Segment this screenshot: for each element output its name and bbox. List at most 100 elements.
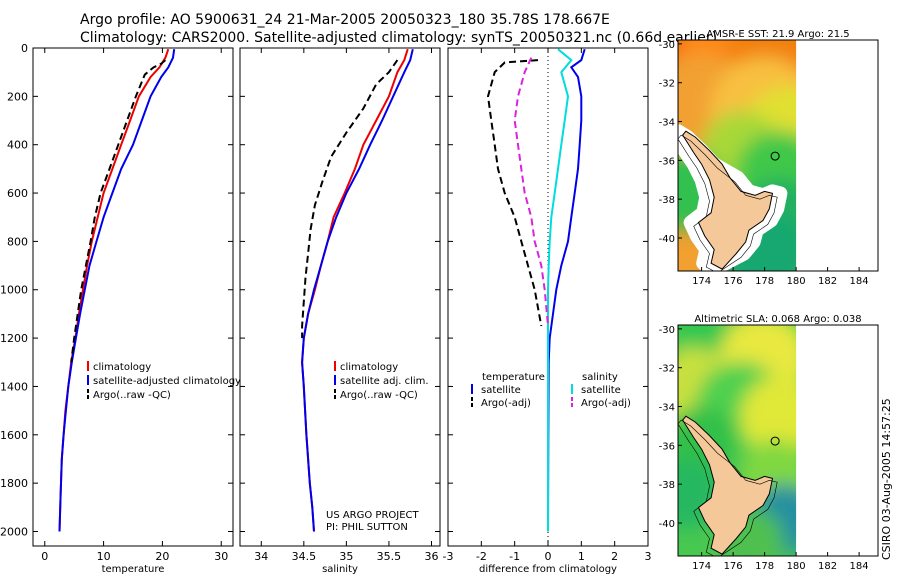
isobath	[678, 134, 778, 271]
land	[682, 415, 774, 555]
legend-entry: satellite adj. clim.	[340, 376, 429, 387]
y-tick-label: 600	[7, 187, 28, 200]
isobath	[678, 419, 778, 556]
title-line-2: Climatology: CARS2000. Satellite-adjuste…	[80, 30, 718, 46]
legend-entry: Argo(-adj)	[481, 398, 531, 409]
map-field	[678, 325, 878, 556]
x-tick-label: 176	[724, 561, 743, 572]
legend-entry: satellite	[481, 385, 521, 396]
sst-map: 174 176 178 180 182 184 -30 -32 -34 -36 -38 -40 AMSR…	[659, 29, 879, 287]
series-line-2	[70, 59, 167, 363]
no-data-region	[796, 325, 878, 556]
y-tick-label: -38	[659, 195, 675, 206]
y-tick-label: -34	[659, 118, 675, 129]
annotation: PI: PHIL SUTTON	[326, 522, 408, 533]
map-title: Altimetric SLA: 0.068 Argo: 0.038	[694, 314, 861, 325]
x-tick-label: 20	[155, 550, 169, 563]
y-tick-label: 1600	[0, 429, 28, 442]
argo-marker	[770, 436, 780, 446]
series-group	[58, 48, 176, 532]
series-line-0	[547, 48, 586, 532]
temperature-panel: 0 10 20 30 0 200 400 600 800 1000 1200 1400 1600 1800…	[0, 42, 241, 575]
x-tick-label: 30	[214, 550, 228, 563]
argo-marker	[770, 151, 780, 161]
difference-panel: -3 -2 -1 0 1 2 3 difference from climatology tem…	[443, 47, 652, 575]
y-tick-label: -40	[659, 519, 675, 530]
x-tick-label: 174	[692, 276, 711, 287]
legend-entry: Argo(..raw -QC)	[93, 390, 171, 401]
x-tick-label: 180	[787, 561, 806, 572]
series-line-2	[301, 59, 399, 339]
y-tick-label: -36	[659, 441, 675, 452]
x-tick-label: 178	[755, 561, 774, 572]
series-line-1	[486, 59, 543, 327]
x-tick-label: 178	[755, 276, 774, 287]
x-tick-label: -3	[443, 550, 454, 563]
no-data-region	[796, 40, 878, 271]
y-tick-label: -38	[659, 480, 675, 491]
legend-group-title: temperature	[482, 372, 545, 383]
plot-frame	[32, 47, 234, 547]
y-tick-label: 1400	[0, 380, 28, 393]
x-tick-label: 184	[850, 561, 869, 572]
y-tick-label: -30	[659, 325, 675, 336]
map-frame	[677, 39, 879, 272]
x-tick-label: 36	[424, 550, 438, 563]
map-field	[678, 40, 878, 271]
y-tick-label: 1000	[0, 284, 28, 297]
legend-group-title: salinity	[582, 372, 618, 383]
legend-entry: Argo(..raw -QC)	[340, 390, 418, 401]
x-tick-label: 182	[818, 561, 837, 572]
x-tick-label: 180	[787, 276, 806, 287]
series-line-1	[58, 49, 176, 532]
series-group	[486, 48, 586, 532]
title-line-1: Argo profile: AO 5900631_24 21-Mar-2005 …	[80, 12, 610, 28]
legend-entry: climatology	[93, 362, 151, 373]
legend-entry: climatology	[340, 362, 398, 373]
sla-map: 174 176 178 180 182 184 -30 -32 -34 -36 -38 -40 Alti…	[659, 314, 879, 572]
x-tick-label: 3	[645, 550, 652, 563]
y-tick-label: 1200	[0, 332, 28, 345]
x-tick-label: 2	[611, 550, 618, 563]
y-tick-label: -40	[659, 234, 675, 245]
plot-frame	[239, 47, 441, 547]
x-tick-label: 35.5	[377, 550, 402, 563]
legend-entry: satellite	[581, 385, 621, 396]
x-tick-label: 182	[818, 276, 837, 287]
map-frame	[677, 324, 879, 557]
series-line-3	[513, 57, 549, 327]
series-line-2	[547, 48, 573, 532]
x-tick-label: -2	[476, 550, 487, 563]
y-tick-label: 800	[7, 235, 28, 248]
y-tick-label: -36	[659, 156, 675, 167]
x-tick-label: 34	[254, 550, 268, 563]
y-tick-label: 2000	[0, 525, 28, 538]
y-tick-label: -32	[659, 364, 675, 375]
x-tick-label: 10	[97, 550, 111, 563]
land	[682, 130, 774, 270]
x-tick-label: 35	[339, 550, 353, 563]
annotation: US ARGO PROJECT	[326, 510, 420, 521]
y-tick-label: 1800	[0, 477, 28, 490]
salinity-panel: 34 34.5 35 35.5 36 salinity climatology satelli…	[239, 47, 441, 575]
x-axis-label: salinity	[322, 564, 358, 575]
legend-entry: satellite-adjusted climatology	[93, 376, 241, 387]
x-axis-label: difference from climatology	[479, 564, 617, 575]
series-group	[301, 48, 414, 532]
y-tick-label: -32	[659, 79, 675, 90]
series-line-1	[301, 48, 414, 532]
x-tick-label: 176	[724, 276, 743, 287]
y-tick-label: -34	[659, 403, 675, 414]
x-tick-label: 0	[545, 550, 552, 563]
x-tick-label: 1	[578, 550, 585, 563]
y-tick-label: 0	[21, 42, 28, 55]
x-axis-label: temperature	[102, 564, 165, 575]
x-tick-label: 174	[692, 561, 711, 572]
y-tick-label: -30	[659, 40, 675, 51]
y-tick-label: 200	[7, 90, 28, 103]
x-tick-label: 34.5	[292, 550, 317, 563]
legend-entry: Argo(-adj)	[581, 398, 631, 409]
map-title: AMSR-E SST: 21.9 Argo: 21.5	[706, 29, 849, 40]
x-tick-label: -1	[509, 550, 520, 563]
